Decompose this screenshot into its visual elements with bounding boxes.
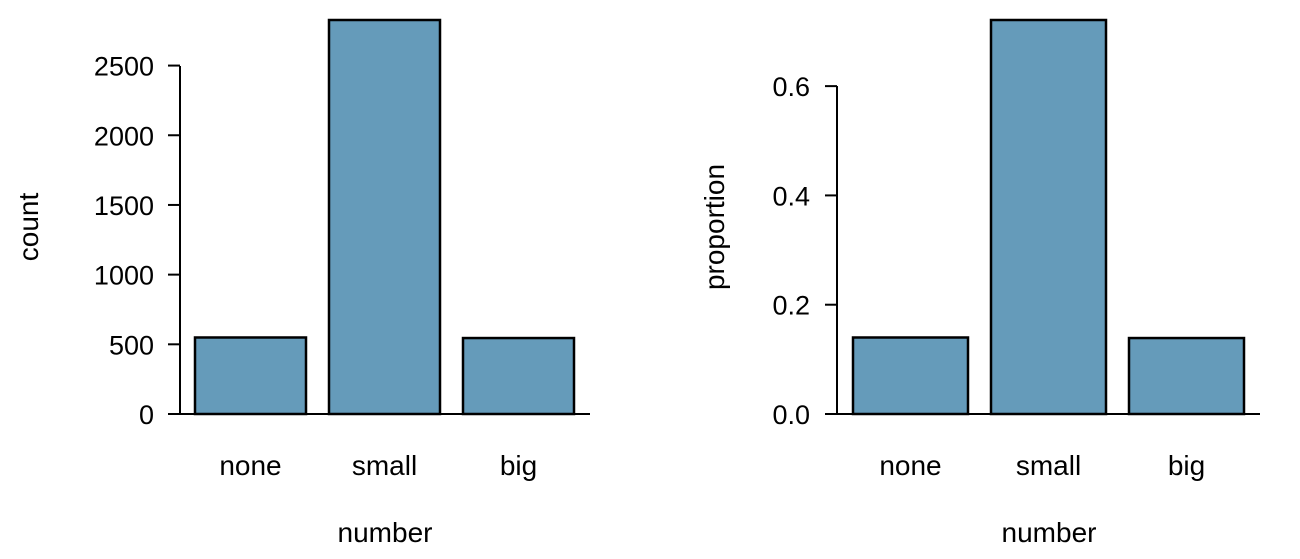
y-tick-label: 500 (109, 330, 154, 360)
bar-small (327, 18, 442, 416)
x-axis-title: number (338, 517, 433, 548)
x-tick-label-none: none (219, 450, 281, 481)
y-axis-title: count (13, 193, 44, 262)
proportion-bar-chart: 0.0 0.2 0.4 0.6 none small big proportion num… (699, 18, 1260, 548)
y-tick-label: 0.6 (772, 72, 810, 102)
x-tick-label-none: none (879, 450, 941, 481)
y-tick-label: 0.0 (772, 400, 810, 430)
y-tick-label: 1000 (94, 261, 154, 291)
y-tick-label: 0 (139, 400, 154, 430)
x-tick-label-small: small (352, 450, 417, 481)
bar-big (1127, 336, 1246, 416)
y-ticks: 0.0 0.2 0.4 0.6 (772, 72, 837, 430)
y-tick-label: 2500 (94, 52, 154, 82)
x-tick-labels: none small big (879, 450, 1205, 481)
y-ticks: 0 500 1000 1500 2000 2500 (94, 52, 180, 430)
x-tick-labels: none small big (219, 450, 537, 481)
bars (193, 18, 576, 416)
bars (851, 18, 1246, 416)
x-tick-label-big: big (500, 450, 537, 481)
bar-small (989, 18, 1108, 416)
bar-big (461, 336, 576, 416)
x-axis-title: number (1002, 517, 1097, 548)
bar-none (851, 336, 970, 416)
y-tick-label: 2000 (94, 121, 154, 151)
y-tick-label: 0.4 (772, 181, 810, 211)
x-tick-label-small: small (1016, 450, 1081, 481)
bar-none (193, 336, 308, 416)
x-tick-label-big: big (1168, 450, 1205, 481)
y-tick-label: 0.2 (772, 291, 810, 321)
y-axis-title: proportion (699, 164, 730, 290)
y-tick-label: 1500 (94, 191, 154, 221)
